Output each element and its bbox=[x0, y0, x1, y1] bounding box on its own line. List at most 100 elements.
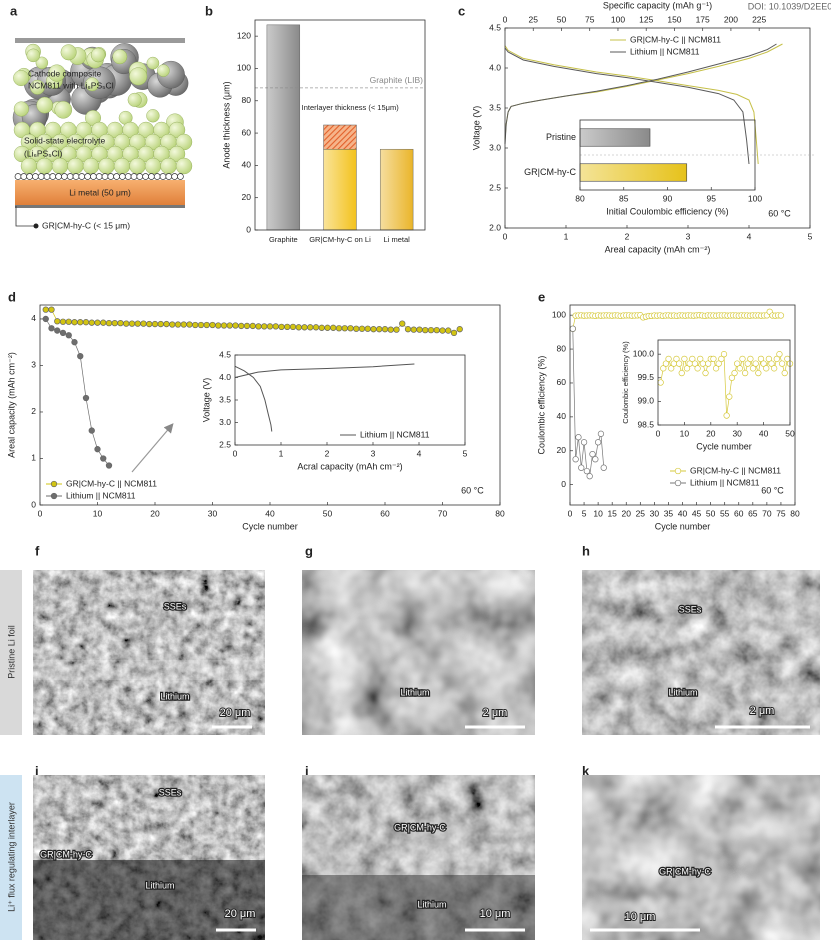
chart: 0 20 40 60 80 100 120 Graphite (LIB) Graphite GR|… bbox=[221, 19, 426, 244]
data-point bbox=[734, 360, 741, 367]
data-point bbox=[404, 326, 412, 333]
x-tick-label: 10 bbox=[93, 508, 103, 518]
x-tick-label: 5 bbox=[808, 231, 813, 241]
x-axis-label: Cycle number bbox=[696, 441, 752, 451]
data-point bbox=[715, 360, 722, 367]
data-point bbox=[657, 379, 664, 386]
data-point bbox=[353, 325, 360, 332]
data-point bbox=[151, 320, 159, 328]
data-point bbox=[673, 355, 680, 363]
data-point bbox=[100, 455, 107, 462]
data-point bbox=[741, 369, 749, 377]
data-point bbox=[668, 365, 675, 372]
x-tick-label: 85 bbox=[619, 193, 629, 203]
data-point bbox=[399, 320, 406, 327]
x-tick-label: 0 bbox=[38, 508, 43, 518]
electrolyte-particle bbox=[90, 47, 106, 63]
electrolyte-particle bbox=[51, 157, 69, 175]
data-point bbox=[778, 360, 786, 367]
data-point bbox=[226, 322, 233, 329]
x-tick-label: 2 bbox=[625, 231, 630, 241]
chart: 2.5 3.0 3.5 4.0 4.5 0 1 2 3 4 5 Acral capacity (mAh… bbox=[201, 349, 467, 471]
x-tick-label: 4 bbox=[417, 448, 422, 458]
x-tick-label: 90 bbox=[663, 193, 673, 203]
row-label: Li⁺ flux regulating interlayer bbox=[6, 802, 16, 912]
data-point bbox=[689, 355, 696, 363]
electrolyte-particle bbox=[127, 92, 142, 107]
electrolyte-particle bbox=[30, 79, 45, 95]
y-tick-label: 4 bbox=[31, 313, 36, 323]
data-point bbox=[572, 456, 579, 463]
x-tick-label: 75 bbox=[776, 508, 786, 518]
y-tick-label: 2 bbox=[31, 406, 36, 416]
data-point bbox=[312, 324, 320, 331]
x-tick-label: 15 bbox=[607, 508, 617, 518]
data-point bbox=[347, 325, 354, 332]
x-axis-label: Cycle number bbox=[242, 521, 298, 531]
micrograph bbox=[33, 570, 265, 735]
bar bbox=[579, 163, 688, 182]
x-tick-label: 40 bbox=[265, 508, 275, 518]
panel-label: a bbox=[10, 3, 18, 18]
data-point bbox=[197, 321, 205, 329]
legend-marker bbox=[674, 479, 682, 487]
data-point bbox=[48, 306, 55, 313]
data-point bbox=[54, 318, 61, 325]
y-tick-label: 4.5 bbox=[489, 22, 501, 32]
data-point bbox=[675, 360, 683, 367]
scale-bar-label: 2 μm bbox=[750, 705, 775, 717]
electrolyte-particle bbox=[146, 56, 160, 70]
data-point bbox=[140, 320, 147, 327]
callout-line bbox=[15, 206, 34, 227]
interlayer-particle bbox=[37, 173, 45, 180]
data-point bbox=[736, 365, 743, 372]
x-tick-label: 0 bbox=[568, 508, 573, 518]
scale-bar-label: 2 μm bbox=[483, 707, 508, 719]
bar bbox=[323, 148, 357, 231]
electrolyte-particle bbox=[112, 49, 128, 65]
y-tick-label: 3 bbox=[31, 360, 36, 370]
y-tick-label: 1 bbox=[31, 453, 36, 463]
y-tick-label: 0 bbox=[31, 499, 36, 509]
y-axis-label: Voltage (V) bbox=[201, 378, 211, 423]
y-tick-label: 99.5 bbox=[637, 372, 654, 382]
interlayer-particle bbox=[78, 173, 86, 180]
data-point bbox=[665, 355, 672, 363]
x2-tick-label: 0 bbox=[503, 14, 508, 24]
data-point bbox=[42, 306, 49, 313]
legend-label: Lithium || NCM811 bbox=[630, 46, 700, 56]
x-tick-label: 3 bbox=[371, 448, 376, 458]
x-tick-label: 5 bbox=[463, 448, 468, 458]
data-point bbox=[768, 360, 775, 367]
schematic-label: Solid-state electrolyte bbox=[24, 135, 106, 145]
data-point bbox=[760, 360, 767, 367]
electrolyte-particle bbox=[54, 101, 73, 119]
x-tick-label: 70 bbox=[762, 508, 772, 518]
y-tick-label: 3.5 bbox=[489, 102, 501, 112]
data-point bbox=[82, 394, 90, 402]
electrolyte-particle bbox=[146, 109, 160, 123]
schematic-label: Li metal (50 μm) bbox=[69, 187, 131, 197]
x2-tick-label: 125 bbox=[639, 14, 653, 24]
data-point bbox=[416, 326, 423, 333]
data-point bbox=[773, 355, 780, 363]
data-point bbox=[747, 355, 754, 363]
x2-tick-label: 25 bbox=[529, 14, 539, 24]
x2-tick-label: 50 bbox=[557, 14, 567, 24]
interlayer-particle bbox=[159, 173, 167, 180]
y-tick-label: 100 bbox=[552, 309, 566, 319]
electrolyte-particle bbox=[98, 157, 115, 175]
x-tick-label: 100 bbox=[748, 193, 762, 203]
x-tick-label: 1 bbox=[279, 448, 284, 458]
data-point bbox=[755, 369, 762, 377]
data-point bbox=[777, 312, 785, 319]
data-point bbox=[594, 439, 602, 446]
data-point bbox=[324, 324, 331, 331]
connect-line bbox=[45, 318, 110, 466]
x-tick-label: 40 bbox=[678, 508, 688, 518]
electrolyte-particle bbox=[144, 157, 162, 175]
data-point bbox=[330, 324, 337, 331]
electrolyte-particle bbox=[13, 101, 29, 117]
legend-label: GR|CM-hy-C || NCM811 bbox=[630, 34, 721, 44]
data-point bbox=[100, 319, 107, 326]
